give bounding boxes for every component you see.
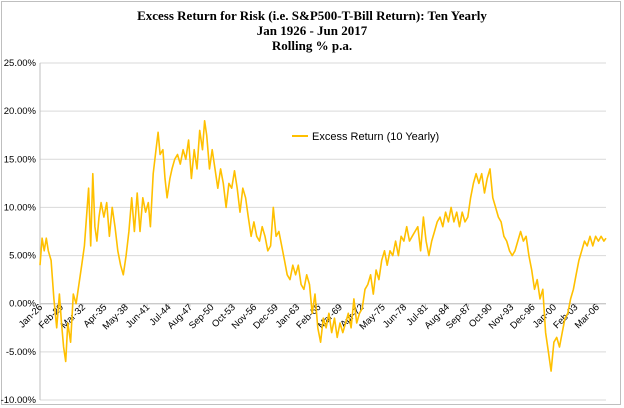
chart-title: Excess Return for Risk (i.e. S&P500-T-Bi… (137, 8, 487, 23)
x-tick-label: Mar-06 (573, 302, 602, 331)
chart-subtitle-range: Jan 1926 - Jun 2017 (256, 23, 368, 38)
chart-subtitle-basis: Rolling % p.a. (271, 38, 353, 53)
x-axis-tick-labels: Jan-26Feb-29Mar-32Apr-35May-38Jun-41Jul-… (17, 302, 602, 332)
y-axis-tick-labels: -10.00% -5.00% 0.00% 5.00% 10.00% 15.00% 20.00… (1, 58, 37, 406)
y-tick-label: 20.00% (4, 106, 37, 117)
series-line (39, 120, 607, 372)
legend-label: Excess Return (10 Yearly) (312, 131, 439, 143)
y-tick-label: 5.00% (9, 251, 36, 262)
x-tick-label: Jun-41 (124, 302, 152, 330)
y-tick-label: 15.00% (4, 154, 37, 165)
y-tick-label: 10.00% (4, 202, 37, 213)
series-group (39, 120, 607, 372)
y-tick-label: -5.00% (6, 347, 37, 358)
legend: Excess Return (10 Yearly) (292, 131, 439, 143)
x-tick-label: Mar-32 (59, 302, 88, 331)
y-tick-label: -10.00% (1, 395, 37, 406)
y-tick-label: 25.00% (4, 58, 37, 69)
axes (39, 63, 606, 400)
x-tick-label: Jun-78 (381, 302, 409, 330)
y-tick-label: 0.00% (9, 299, 36, 310)
